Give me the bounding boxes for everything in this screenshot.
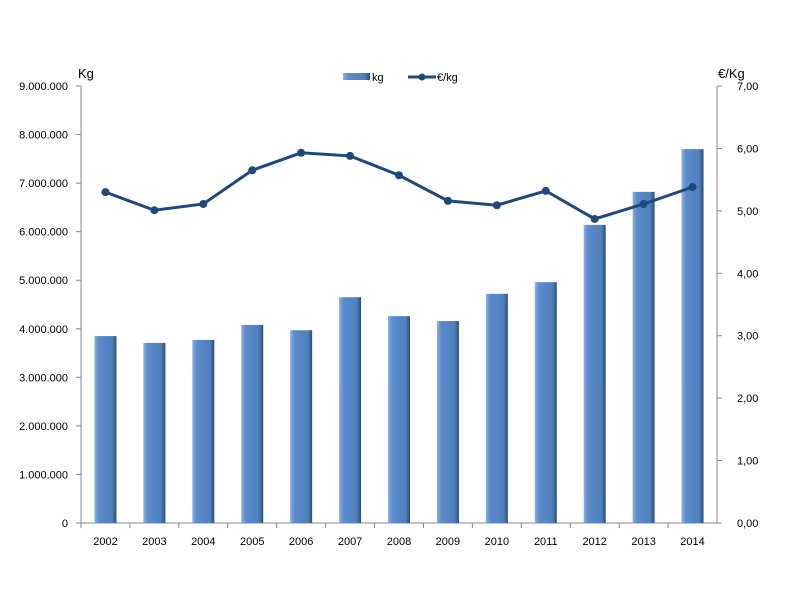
x-tick-label: 2004 bbox=[191, 536, 215, 548]
bar-kg-2002 bbox=[94, 336, 117, 523]
left-axis-label: Kg bbox=[78, 66, 94, 81]
point-price-2012 bbox=[590, 214, 599, 223]
line-price bbox=[104, 151, 694, 221]
left-tick-label: 7.000.000 bbox=[19, 178, 68, 190]
point-price-2006 bbox=[297, 148, 306, 157]
point-price-2003 bbox=[150, 206, 159, 215]
point-price-2004 bbox=[199, 199, 208, 208]
bar-kg-2011 bbox=[534, 282, 557, 523]
right-tick-label: 5,00 bbox=[737, 206, 758, 218]
left-tick-label: 0 bbox=[62, 518, 68, 530]
point-price-2014 bbox=[688, 183, 697, 192]
right-tick-label: 6,00 bbox=[737, 143, 758, 155]
left-tick-label: 1.000.000 bbox=[19, 469, 68, 481]
legend-label-kg: kg bbox=[372, 72, 384, 84]
point-price-2009 bbox=[443, 196, 452, 205]
point-price-2005 bbox=[248, 166, 257, 175]
bar-kg-2003 bbox=[143, 342, 166, 523]
right-tick-label: 1,00 bbox=[737, 456, 758, 468]
point-price-2007 bbox=[346, 151, 355, 160]
right-tick-label: 4,00 bbox=[737, 268, 758, 280]
left-tick-label: 9.000.000 bbox=[19, 81, 68, 93]
bar-kg-2010 bbox=[485, 293, 508, 523]
bar-kg-2007 bbox=[339, 297, 362, 523]
bar-kg-2005 bbox=[241, 324, 264, 523]
left-tick-label: 2.000.000 bbox=[19, 421, 68, 433]
x-tick-label: 2006 bbox=[289, 536, 313, 548]
legend-marker-price bbox=[418, 73, 426, 81]
bar-kg-2008 bbox=[388, 316, 410, 523]
bar-kg-2009 bbox=[436, 321, 459, 523]
left-tick-label: 6.000.000 bbox=[19, 227, 68, 239]
x-tick-label: 2014 bbox=[680, 536, 704, 548]
bar-kg-2013 bbox=[632, 191, 655, 523]
right-tick-label: 3,00 bbox=[737, 331, 758, 343]
x-tick-label: 2010 bbox=[485, 536, 509, 548]
x-tick-label: 2008 bbox=[387, 536, 411, 548]
right-tick-label: 0,00 bbox=[737, 518, 758, 530]
point-price-2002 bbox=[101, 188, 110, 197]
left-tick-label: 3.000.000 bbox=[19, 372, 68, 384]
left-tick-label: 4.000.000 bbox=[19, 324, 68, 336]
right-axis-label: €/Kg bbox=[718, 66, 745, 81]
bar-kg-2012 bbox=[583, 224, 606, 523]
left-tick-label: 5.000.000 bbox=[19, 275, 68, 287]
legend-swatch-kg bbox=[343, 73, 370, 80]
x-tick-label: 2012 bbox=[582, 536, 606, 548]
x-tick-label: 2009 bbox=[436, 536, 460, 548]
right-tick-label: 2,00 bbox=[737, 393, 758, 405]
left-tick-label: 8.000.000 bbox=[19, 130, 68, 142]
bar-kg-2014 bbox=[681, 149, 704, 523]
x-tick-label: 2011 bbox=[534, 536, 558, 548]
legend-label-price: €/kg bbox=[437, 72, 458, 84]
legend: kg €/kg bbox=[343, 72, 458, 84]
right-tick-label: 7,00 bbox=[737, 81, 758, 93]
x-tick-label: 2002 bbox=[93, 536, 117, 548]
x-tick-label: 2007 bbox=[338, 536, 362, 548]
bar-kg-2004 bbox=[192, 339, 215, 523]
point-price-2011 bbox=[541, 186, 550, 195]
point-price-2008 bbox=[395, 171, 403, 180]
x-tick-label: 2013 bbox=[631, 536, 655, 548]
x-tick-label: 2003 bbox=[142, 536, 166, 548]
point-price-2013 bbox=[639, 199, 648, 208]
x-tick-label: 2005 bbox=[240, 536, 264, 548]
bar-kg-2006 bbox=[290, 330, 313, 523]
point-price-2010 bbox=[492, 201, 501, 210]
